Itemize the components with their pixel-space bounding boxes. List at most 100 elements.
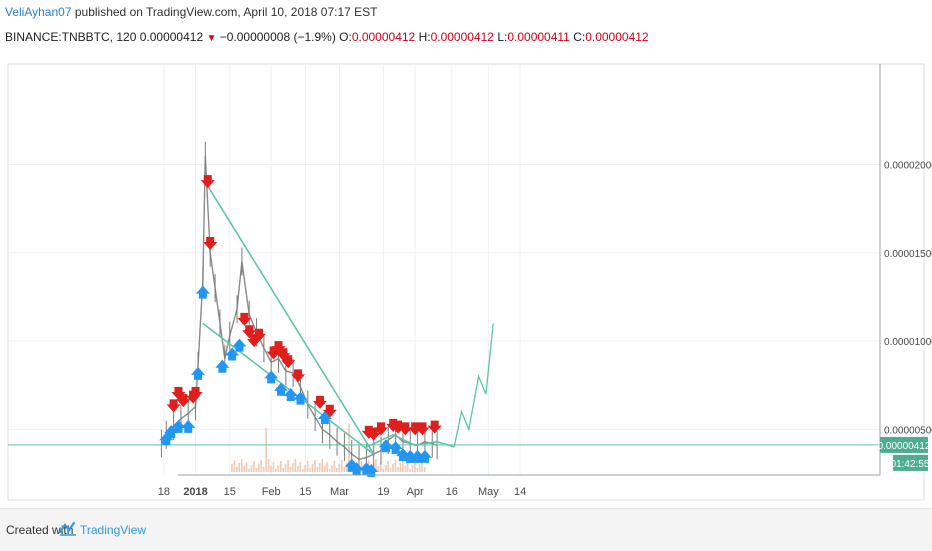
chart-header: VeliAyhan07 published on TradingView.com…: [0, 0, 932, 56]
volume-bar: [333, 461, 336, 472]
volume-bar: [340, 460, 343, 472]
buy-arrow-icon: [232, 338, 247, 352]
volume-bar: [323, 466, 326, 472]
price-badge: [880, 436, 928, 453]
publish-info: published on TradingView.com, April 10, …: [74, 5, 378, 19]
volume-bar: [397, 467, 399, 472]
price-chart-svg[interactable]: 18 2018 15 Feb 15 Mar 19 Apr 16 May 14 0.00002000 0.…: [0, 56, 932, 506]
sell-arrow-icon: [415, 422, 430, 436]
buy-arrow-icon: [164, 425, 179, 439]
footer-bar: Created with TradingView: [0, 508, 932, 551]
volume-bar: [233, 460, 236, 472]
volume-bar: [314, 460, 316, 472]
x-tick-label: Feb: [262, 486, 281, 498]
volume-bar: [411, 465, 414, 472]
volume-bar: [377, 466, 380, 472]
volume-bar: [419, 464, 421, 472]
close-value: 0.00000412: [585, 30, 649, 44]
open-label: O:: [339, 30, 352, 44]
volume-bar: [319, 463, 321, 472]
buy-arrow-icon: [293, 391, 308, 405]
tradingview-brand[interactable]: TradingView: [80, 523, 147, 537]
volume-bar: [284, 464, 287, 472]
publish-line: VeliAyhan07 published on TradingView.com…: [5, 5, 378, 19]
high-value: 0.00000412: [430, 30, 494, 44]
sell-arrow-icon: [374, 422, 388, 436]
volume-bar: [277, 465, 280, 472]
volume-bar: [279, 461, 282, 472]
volume-bar: [243, 466, 245, 472]
sell-arrow-icon: [242, 325, 257, 339]
y-tick-label: 0.00001000: [884, 337, 932, 348]
down-triangle-icon: ▼: [206, 33, 217, 44]
volume-bar: [287, 460, 289, 472]
volume-bar: [328, 469, 331, 472]
y-tick-label: 0.00001500: [884, 249, 932, 260]
x-tick-label: Apr: [407, 486, 424, 498]
volume-bar: [275, 469, 277, 472]
buy-arrow-icon: [225, 347, 240, 361]
buy-arrow-icon: [349, 462, 364, 476]
volume-bar: [231, 464, 233, 472]
volume-bar: [416, 468, 419, 472]
open-value: 0.00000412: [351, 30, 416, 44]
volume-bar: [289, 467, 292, 472]
volume-bar: [245, 462, 248, 472]
sell-arrow-icon: [176, 394, 191, 408]
author-link[interactable]: VeliAyhan07: [5, 5, 72, 19]
volume-bar: [272, 462, 275, 472]
volume-bar: [336, 468, 338, 472]
sell-arrow-icon: [313, 395, 327, 409]
chart-area[interactable]: 18 2018 15 Feb 15 Mar 19 Apr 16 May 14 0.00002000 0.…: [0, 56, 932, 506]
close-label: C:: [573, 30, 586, 44]
sell-arrow-icon: [322, 404, 337, 418]
volume-bar: [248, 469, 250, 472]
price-change: −0.00000008 (−1.9%): [219, 30, 336, 44]
price-badge-label: 0.00000412: [878, 441, 931, 452]
x-tick-label: Mar: [330, 486, 349, 498]
x-tick-label: 19: [377, 486, 389, 498]
volume-bar: [392, 464, 394, 472]
created-with-label: Created with: [6, 523, 74, 537]
volume-bar: [406, 462, 409, 472]
volume-bar: [294, 459, 297, 472]
sell-arrow-icon: [427, 420, 442, 434]
volume-bar: [316, 467, 319, 472]
x-tick-label: May: [478, 486, 499, 498]
trend-line: [202, 322, 375, 455]
trend-line: [204, 181, 375, 455]
x-tick-label: 15: [224, 486, 236, 498]
sell-arrow-icon: [203, 236, 218, 250]
volume-bar: [421, 460, 424, 472]
volume-bar: [409, 469, 411, 472]
volume-bar: [297, 466, 299, 472]
volume-bar: [338, 464, 341, 472]
volume-bar: [343, 467, 345, 472]
x-tick-label: 18: [158, 486, 170, 498]
last-price: 0.00000412: [139, 30, 204, 44]
volume-bar: [389, 468, 392, 472]
buy-arrow-icon: [171, 419, 186, 433]
buy-arrow-icon: [283, 388, 298, 402]
volume-bar: [250, 465, 253, 472]
volume-bar: [299, 462, 302, 472]
volume-bar: [304, 465, 306, 472]
volume-bar: [260, 460, 263, 472]
volume-bar: [345, 463, 348, 472]
volume-bar: [301, 469, 304, 472]
countdown-label: 01:42:55: [891, 459, 930, 470]
buy-arrow-icon: [317, 411, 332, 425]
volume-bar: [360, 461, 363, 472]
volume-bar: [253, 461, 255, 472]
symbol-label[interactable]: BINANCE:TNBBTC, 120: [5, 30, 137, 44]
projection-line: [453, 323, 494, 448]
sell-arrow-icon: [166, 399, 181, 413]
volume-bar: [401, 459, 404, 472]
sell-arrow-icon: [291, 369, 306, 383]
volume-bar: [306, 461, 309, 472]
buy-arrow-icon: [215, 359, 230, 373]
x-tick-label: 2018: [183, 486, 207, 498]
tradingview-logo-icon[interactable]: [58, 520, 78, 543]
sell-arrow-icon: [188, 387, 203, 401]
buy-arrow-icon: [364, 464, 379, 477]
